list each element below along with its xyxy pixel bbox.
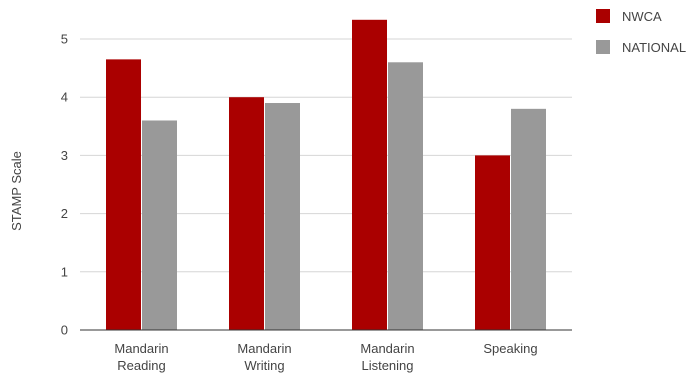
x-tick-label-line: Mandarin	[114, 341, 168, 356]
bar-national-1[interactable]	[265, 103, 300, 331]
bar-nwca-0[interactable]	[106, 59, 141, 331]
legend-swatch-nwca	[596, 9, 610, 23]
bar-nwca-2[interactable]	[352, 19, 387, 330]
x-tick-label-line: Speaking	[483, 341, 537, 356]
x-tick-label: Mandarin Listening	[360, 341, 414, 373]
legend-label-nwca[interactable]: NWCA	[622, 9, 662, 24]
legend-swatch-national	[596, 40, 610, 54]
y-tick-label: 5	[61, 32, 68, 47]
x-tick-label: Mandarin Reading	[114, 341, 168, 373]
y-tick-label: 1	[61, 264, 68, 279]
bar-nwca-3[interactable]	[475, 155, 510, 330]
x-tick-label-line: Reading	[117, 358, 165, 373]
bar-national-0[interactable]	[142, 120, 177, 330]
legend[interactable]: NWCA NATIONAL	[596, 9, 686, 55]
y-tick-label: 2	[61, 206, 68, 221]
bars	[106, 19, 546, 331]
x-tick-label: Mandarin Writing	[237, 341, 291, 373]
x-tick-label-line: Mandarin	[360, 341, 414, 356]
y-tick-label: 0	[61, 323, 68, 338]
y-tick-label: 3	[61, 148, 68, 163]
legend-label-national[interactable]: NATIONAL	[622, 40, 686, 55]
x-tick-label: Speaking	[483, 341, 537, 356]
x-tick-label-line: Writing	[244, 358, 284, 373]
x-tick-label-line: Mandarin	[237, 341, 291, 356]
bar-national-3[interactable]	[511, 108, 546, 330]
y-axis-ticks: 0 1 2 3 4 5	[61, 32, 68, 338]
y-tick-label: 4	[61, 90, 68, 105]
x-axis-ticks: Mandarin Reading Mandarin Writing Mandarin Li…	[114, 341, 537, 373]
bar-national-2[interactable]	[388, 62, 423, 330]
x-tick-label-line: Listening	[361, 358, 413, 373]
y-axis-title: STAMP Scale	[9, 151, 24, 231]
bar-nwca-1[interactable]	[229, 97, 264, 330]
